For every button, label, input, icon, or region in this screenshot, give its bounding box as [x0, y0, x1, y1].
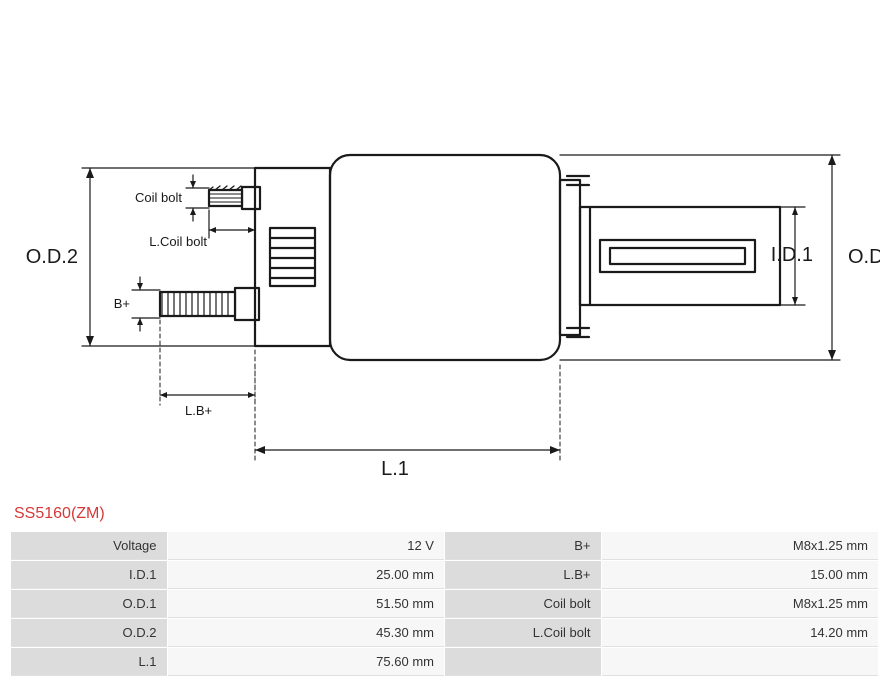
spec-label: I.D.1 [11, 561, 167, 589]
spec-label: O.D.1 [11, 590, 167, 618]
lb-plus-label: L.B+ [185, 403, 212, 418]
spec-value: 25.00 mm [168, 561, 444, 589]
table-row: L.175.60 mm [11, 648, 878, 676]
b-plus-dim-label: B+ [114, 296, 130, 311]
spec-value: 45.30 mm [168, 619, 444, 647]
id1-label: I.D.1 [771, 244, 813, 266]
spec-label: O.D.2 [11, 619, 167, 647]
spec-label: Coil bolt [445, 590, 601, 618]
table-row: Voltage12 VB+M8x1.25 mm [11, 532, 878, 560]
technical-diagram: Coil bolt L.Coil bolt B+ L.B+ L.1 O.D.1 … [10, 10, 879, 490]
spec-label: B+ [445, 532, 601, 560]
table-row: I.D.125.00 mmL.B+15.00 mm [11, 561, 878, 589]
diagram-svg: Coil bolt L.Coil bolt B+ L.B+ L.1 O.D.1 … [10, 10, 880, 490]
spec-label: Voltage [11, 532, 167, 560]
specs-table: Voltage12 VB+M8x1.25 mmI.D.125.00 mmL.B+… [10, 531, 879, 677]
spec-value: 14.20 mm [602, 619, 879, 647]
spec-value: M8x1.25 mm [602, 532, 879, 560]
spec-label: L.1 [11, 648, 167, 676]
spec-value: 51.50 mm [168, 590, 444, 618]
table-row: O.D.151.50 mmCoil boltM8x1.25 mm [11, 590, 878, 618]
coil-bolt-dim-label: Coil bolt [135, 190, 182, 205]
l1-label: L.1 [381, 458, 409, 480]
part-number: SS5160(ZM) [14, 505, 879, 523]
od1-label: O.D.1 [848, 246, 880, 268]
od2-label: O.D.2 [26, 246, 78, 268]
spec-label: L.Coil bolt [445, 619, 601, 647]
l-coil-bolt-label: L.Coil bolt [149, 234, 207, 249]
spec-value: M8x1.25 mm [602, 590, 879, 618]
spec-label [445, 648, 601, 676]
spec-value: 12 V [168, 532, 444, 560]
spec-label: L.B+ [445, 561, 601, 589]
spec-value: 75.60 mm [168, 648, 444, 676]
spec-value: 15.00 mm [602, 561, 879, 589]
spec-value [602, 648, 879, 676]
table-row: O.D.245.30 mmL.Coil bolt14.20 mm [11, 619, 878, 647]
